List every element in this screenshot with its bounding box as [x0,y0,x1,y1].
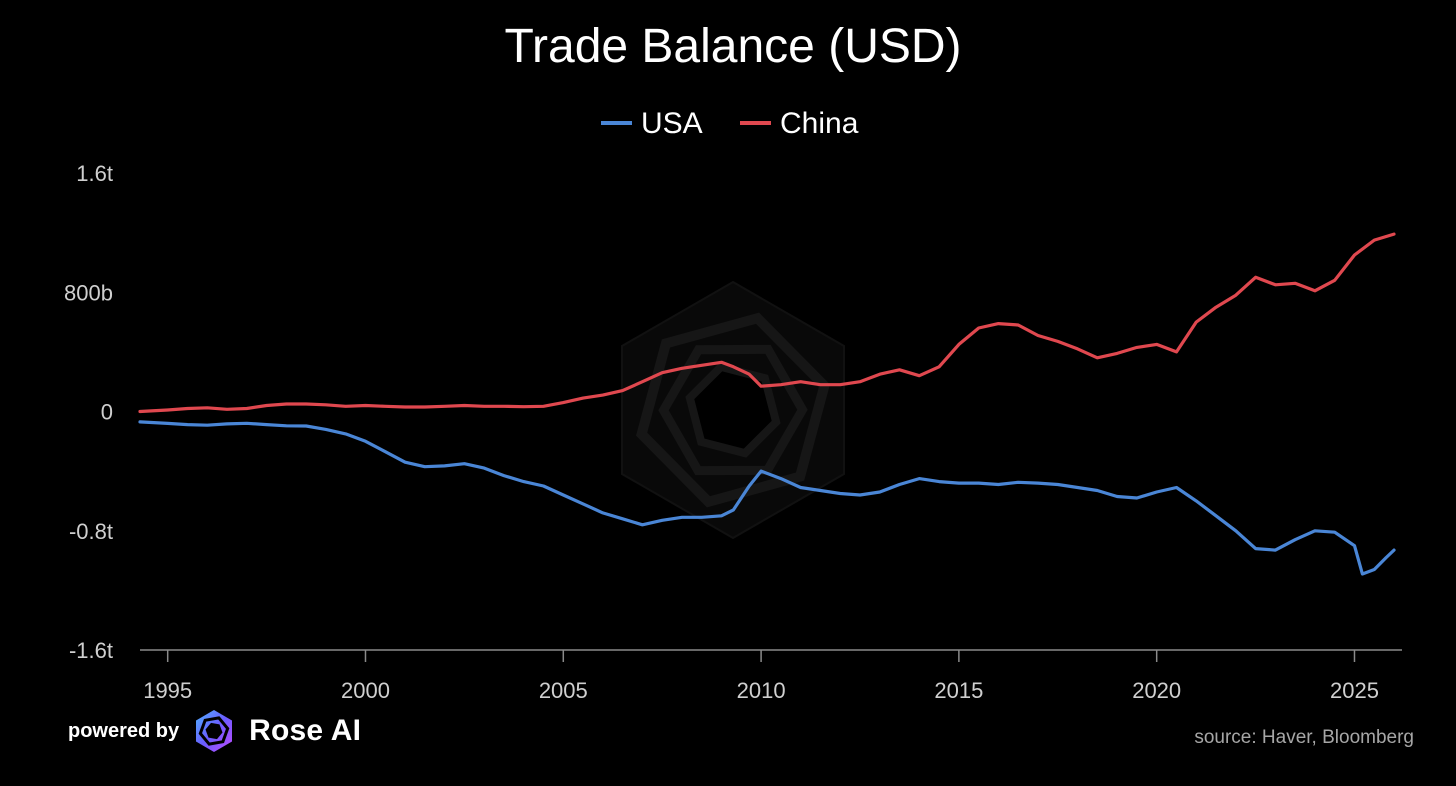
y-tick-label: 800b [64,280,113,305]
legend-usa-label: USA [641,107,703,140]
legend-china-label: China [780,107,859,140]
x-tick-label: 2010 [737,678,786,703]
series-layer [138,232,1396,576]
x-tick-label: 1995 [143,678,192,703]
chart-title: Trade Balance (USD) [504,20,961,73]
y-tick-label: 0 [101,400,113,425]
x-axis: 1995 2000 2005 2010 2015 2020 2025 [140,649,1402,703]
powered-by-badge: powered by Rose AI [68,708,361,754]
y-tick-label: -1.6t [69,638,113,663]
x-tick-label: 2020 [1132,678,1181,703]
x-tick-label: 2000 [341,678,390,703]
rose-ai-logo-icon [196,710,233,752]
brand-name: Rose AI [249,714,362,747]
y-axis: 1.6t 800b 0 -0.8t -1.6t [64,161,113,663]
x-tick-label: 2015 [934,678,983,703]
legend: USA China [601,107,859,140]
y-tick-label: 1.6t [76,161,113,186]
x-tick-label: 2005 [539,678,588,703]
rose-watermark-icon [621,280,845,540]
source-note: source: Haver, Bloomberg [1194,727,1414,748]
powered-by-label: powered by [68,719,180,742]
x-tick-label: 2025 [1330,678,1379,703]
series-line-usa [138,420,1396,576]
series-line-china [138,232,1396,414]
y-tick-label: -0.8t [69,519,113,544]
